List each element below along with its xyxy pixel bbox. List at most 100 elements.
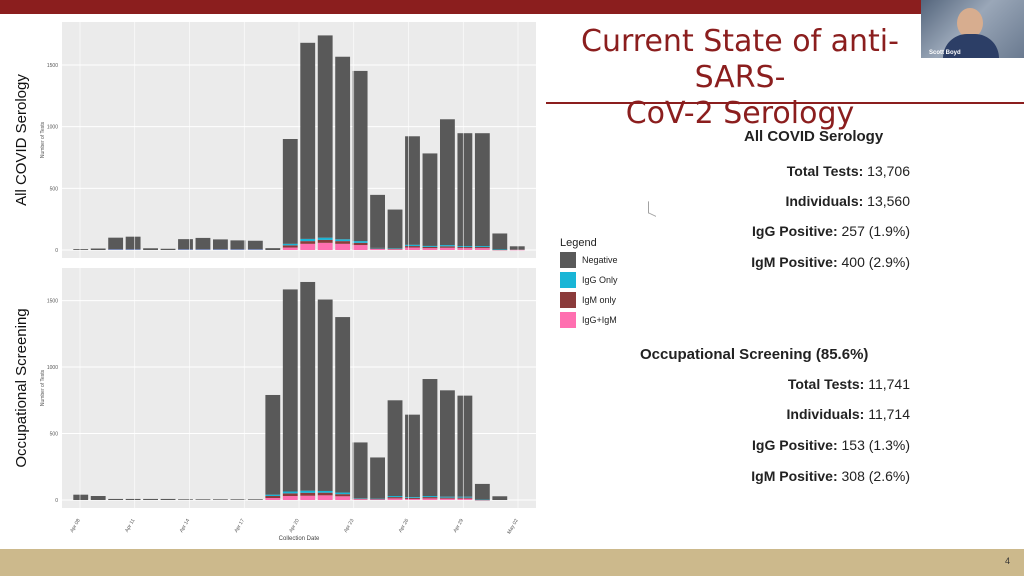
bar-segment xyxy=(265,494,281,497)
stat-value: 308 (2.6%) xyxy=(841,468,910,484)
stat-value: 13,706 xyxy=(867,163,910,179)
bar-segment xyxy=(282,247,298,250)
bar-segment xyxy=(352,70,368,242)
chart-legend: Legend Negative IgG Only IgM only IgG+IgM xyxy=(560,237,618,328)
bar-segment xyxy=(405,497,420,499)
bar-segment xyxy=(213,239,228,250)
bar-segment xyxy=(405,246,420,248)
page-number: 4 xyxy=(1004,556,1010,566)
bar-segment xyxy=(352,498,368,499)
bar-segment xyxy=(440,390,455,497)
stat-label: IgG Positive: xyxy=(752,437,838,453)
bar-segment xyxy=(317,239,333,243)
bar-segment xyxy=(474,247,490,249)
bar-segment xyxy=(370,457,385,499)
legend-label: IgG+IgM xyxy=(582,315,617,325)
bar-segment xyxy=(387,248,403,250)
x-axis-label: Collection Date xyxy=(279,536,320,542)
bar-segment xyxy=(422,379,438,497)
bar-segment xyxy=(282,491,298,494)
bar-segment xyxy=(457,246,473,248)
bar-segment xyxy=(282,243,298,246)
bar-segment xyxy=(474,248,490,250)
stat-value: 153 (1.3%) xyxy=(841,437,910,453)
bar-segment xyxy=(335,241,351,244)
bar-segment xyxy=(492,496,508,500)
bar-segment xyxy=(265,498,281,500)
bar-segment xyxy=(422,496,438,498)
facet-label: Occupational Screening xyxy=(13,308,30,467)
bar-segment xyxy=(352,499,368,500)
bar-segment xyxy=(387,400,403,497)
presenter-webcam[interactable]: Scott Boyd xyxy=(921,0,1024,58)
bar-segment xyxy=(300,495,316,500)
bar-segment xyxy=(143,248,158,250)
bar-segment xyxy=(492,233,508,250)
x-tick-label: Apr 11 xyxy=(124,518,136,534)
stat-all-igg-positive: IgG Positive: 257 (1.9%) xyxy=(752,223,910,239)
bar-segment xyxy=(387,496,403,498)
bar-segment xyxy=(195,249,211,250)
x-tick-label: Apr 29 xyxy=(452,518,465,534)
bar-segment xyxy=(474,499,490,501)
bar-segment xyxy=(178,249,193,250)
bar-segment xyxy=(230,249,246,250)
bar-segment xyxy=(282,139,298,244)
stat-label: IgM Positive: xyxy=(751,254,838,270)
bar-segment xyxy=(160,498,176,500)
bar-segment xyxy=(457,133,473,247)
bar-segment xyxy=(422,245,438,247)
bar-segment xyxy=(317,495,333,500)
presenter-name: Scott Boyd xyxy=(929,50,961,56)
bar-segment xyxy=(300,281,316,491)
y-tick-label: 0 xyxy=(55,248,58,254)
stat-label: Individuals: xyxy=(785,193,864,209)
presenter-body xyxy=(943,34,999,58)
bar-segment xyxy=(370,249,385,250)
bar-segment xyxy=(405,136,420,245)
bar-segment xyxy=(370,499,385,500)
mouse-cursor xyxy=(648,201,656,217)
bar-segment xyxy=(143,498,158,500)
stat-value: 13,560 xyxy=(867,193,910,209)
legend-swatch xyxy=(560,292,576,308)
bar-segment xyxy=(352,498,368,500)
bar-segment xyxy=(405,498,420,500)
facet-label: All COVID Serology xyxy=(13,74,30,206)
bar-segment xyxy=(125,498,141,500)
bar-segment xyxy=(125,249,141,250)
bar-segment xyxy=(422,497,438,499)
bar-segment xyxy=(317,242,333,250)
bar-segment xyxy=(457,498,473,500)
bar-segment xyxy=(387,248,403,249)
slide-footer: 4 xyxy=(0,549,1024,576)
y-tick-label: 0 xyxy=(55,498,58,504)
legend-swatch xyxy=(560,252,576,268)
bar-segment xyxy=(317,492,333,496)
bar-segment xyxy=(108,249,124,250)
slide-title-line-2: CoV-2 Serology xyxy=(625,96,855,131)
stat-value: 257 (1.9%) xyxy=(841,223,910,239)
bar-segment xyxy=(247,499,263,500)
x-tick-label: May 02 xyxy=(506,518,520,535)
bar-segment xyxy=(282,289,298,492)
stat-occ-individuals: Individuals: 11,714 xyxy=(787,406,910,422)
bar-segment xyxy=(440,496,455,498)
bar-segment xyxy=(457,497,473,499)
bar-segment xyxy=(300,238,316,242)
stat-label: IgM Positive: xyxy=(751,468,838,484)
bar-segment xyxy=(457,247,473,249)
stat-label: IgG Positive: xyxy=(752,223,838,239)
bar-segment xyxy=(125,249,141,250)
x-tick-label: Apr 20 xyxy=(288,518,301,534)
bar-segment xyxy=(213,499,228,500)
bar-segment xyxy=(335,243,351,250)
x-tick-label: Apr 23 xyxy=(343,518,356,534)
y-tick-label: 1000 xyxy=(47,365,58,371)
stat-all-individuals: Individuals: 13,560 xyxy=(785,193,910,209)
stats-heading-occupational: Occupational Screening (85.6%) xyxy=(640,346,869,363)
bar-segment xyxy=(422,498,438,500)
bar-segment xyxy=(387,498,403,500)
slide-title: Current State of anti-SARS- CoV-2 Serolo… xyxy=(548,24,932,132)
bar-segment xyxy=(387,497,403,499)
